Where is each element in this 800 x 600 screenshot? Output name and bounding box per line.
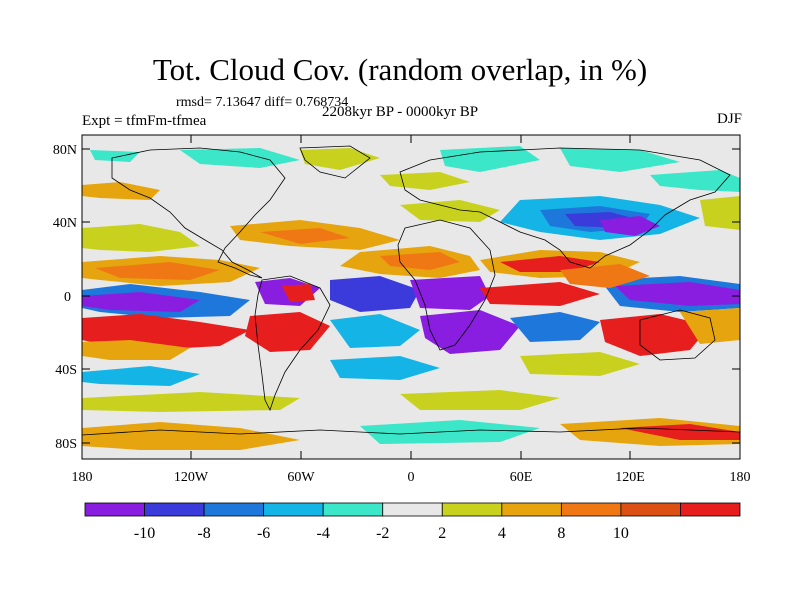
colorbar-swatch (144, 502, 205, 517)
colorbar-swatch (501, 502, 562, 517)
lat-tick-label: 0 (64, 290, 71, 305)
colorbar-swatch (263, 502, 324, 517)
colorbar-tick-label: -2 (376, 525, 389, 542)
colorbar-tick-label: -6 (257, 525, 270, 542)
colorbar-swatch (560, 502, 622, 517)
colorbar-tick-label: -8 (197, 525, 210, 542)
lon-tick-label: 120E (615, 470, 645, 485)
colorbar-swatch (620, 502, 681, 517)
lon-tick-label: 60E (510, 470, 533, 485)
colorbar-tick-label: 8 (557, 525, 565, 542)
colorbar-swatch (84, 502, 145, 517)
colorbar-swatch (322, 502, 384, 517)
colorbar-tick-label: 2 (438, 525, 446, 542)
lon-tick-label: 0 (408, 470, 415, 485)
colorbar-swatch (382, 502, 443, 517)
coastlines (82, 145, 740, 436)
experiment-label: Expt = tfmFm-tfmea (82, 113, 207, 129)
map-title: Tot. Cloud Cov. (random overlap, in %) (152, 52, 648, 87)
colorbar-tick-label: 10 (613, 525, 629, 542)
time-period-label: 2208kyr BP - 0000kyr BP (322, 104, 479, 120)
cloud-cover-field (82, 135, 740, 459)
colorbar-tick-label: -4 (317, 525, 330, 542)
lat-tick-label: 80N (53, 143, 77, 158)
colorbar-swatch (680, 502, 741, 517)
colorbar-tick-label: 4 (498, 525, 506, 542)
lat-tick-label: 40S (55, 363, 77, 378)
colorbar-tick-label: -10 (134, 525, 155, 542)
season-label: DJF (716, 111, 742, 127)
colorbar-labels: -10 -8 -6 -4 -2 2 4 8 10 (134, 525, 629, 542)
rmsd-diff-stats: rmsd= 7.13647 diff= 0.768734 (176, 95, 349, 110)
lon-tick-label: 180 (72, 470, 93, 485)
colorbar (84, 502, 741, 517)
lat-tick-label: 80S (55, 437, 77, 452)
colorbar-swatch (441, 502, 503, 517)
lat-tick-label: 40N (53, 216, 77, 231)
lon-tick-label: 180 (730, 470, 751, 485)
lon-tick-label: 60W (287, 470, 315, 485)
lon-tick-label: 120W (174, 470, 209, 485)
colorbar-swatch (203, 502, 265, 517)
